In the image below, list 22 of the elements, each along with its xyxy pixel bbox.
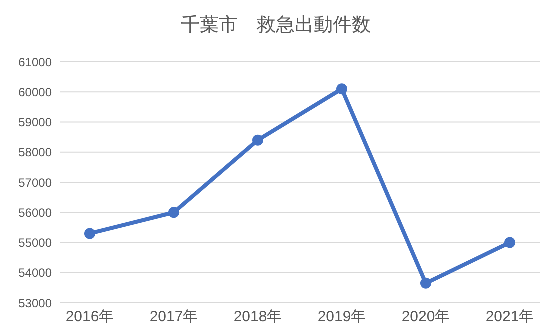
y-tick-label: 56000 <box>18 206 52 220</box>
y-tick-label: 55000 <box>18 236 52 250</box>
x-tick-label: 2016年 <box>66 308 114 326</box>
point <box>336 84 348 95</box>
point <box>168 207 180 218</box>
chart-title: 千葉市 救急出動件数 <box>180 13 372 38</box>
y-tick-label: 53000 <box>18 296 52 310</box>
x-tick-label: 2018年 <box>234 308 282 326</box>
point <box>504 237 516 248</box>
y-tick-label: 60000 <box>18 85 52 100</box>
y-tick-label: 57000 <box>18 176 52 190</box>
y-tick-label: 61000 <box>18 55 52 70</box>
x-tick-label: 2017年 <box>150 308 198 326</box>
x-tick-label: 2019年 <box>318 308 366 326</box>
x-tick-label: 2020年 <box>402 308 450 326</box>
y-tick-label: 54000 <box>18 266 52 280</box>
point <box>84 228 96 240</box>
y-tick-label: 59000 <box>18 116 52 130</box>
y-tick-label: 58000 <box>18 146 52 160</box>
point <box>420 278 432 289</box>
x-tick-label: 2021年 <box>486 308 534 326</box>
point <box>252 134 264 146</box>
